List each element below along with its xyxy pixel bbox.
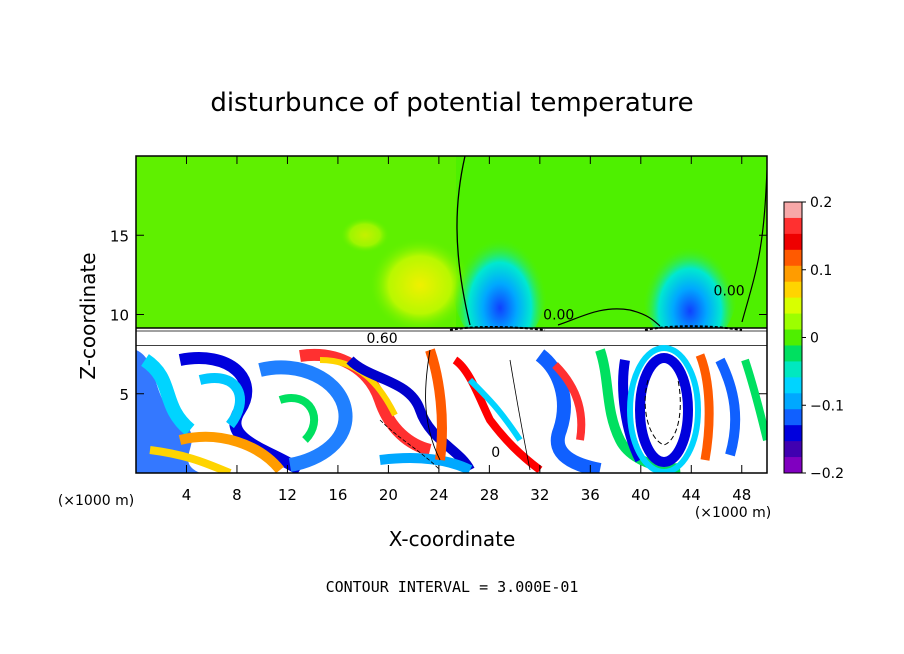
x-tick-label: 16: [328, 486, 347, 504]
colorbar-swatch: [784, 233, 802, 251]
x-tick-label: 36: [581, 486, 600, 504]
colorbar-tick-label: −0.2: [810, 466, 844, 482]
colorbar-swatch: [784, 393, 802, 410]
contour-label: 0.00: [714, 283, 745, 299]
colorbar-swatch: [784, 281, 802, 299]
x-axis-label: X-coordinate: [389, 527, 516, 551]
chart-title: disturbunce of potential temperature: [210, 88, 693, 118]
colorbar: [784, 202, 802, 474]
x-tick-marks: [185, 156, 743, 473]
y-axis-label: Z-coordinate: [76, 252, 100, 379]
interface-band: [136, 328, 767, 346]
y-tick-label: 15: [110, 227, 129, 245]
colorbar-swatch: [784, 265, 802, 283]
colorbar-tick-label: −0.1: [810, 398, 844, 414]
contour-interval: CONTOUR INTERVAL = 3.000E-01: [326, 578, 579, 596]
x-tick-label: 44: [682, 486, 701, 504]
cold-eddy: [635, 353, 693, 467]
zero-contour-upper: [456, 156, 471, 326]
x-tick-label: 20: [379, 486, 398, 504]
colorbar-swatch: [784, 425, 802, 442]
contour-labels: 0.60 0.00 0.00 0: [367, 283, 745, 461]
colorbar-swatch: [784, 409, 802, 426]
contour-label: 0.60: [367, 331, 398, 347]
contour-label: 0.00: [543, 307, 574, 323]
y-tick-label: 5: [119, 386, 129, 404]
colorbar-swatch: [784, 249, 802, 267]
contour-label: 0: [491, 445, 500, 461]
colorbar-swatch: [784, 297, 802, 315]
x-tick-label: 12: [278, 486, 297, 504]
x-unit-right: (×1000 m): [695, 505, 771, 521]
colorbar-swatch: [784, 361, 802, 378]
colorbar-swatch: [784, 377, 802, 394]
x-tick-label: 24: [429, 486, 448, 504]
colorbar-tick-label: 0: [810, 331, 819, 347]
colorbar-swatch: [784, 313, 802, 331]
x-tick-label: 48: [732, 486, 751, 504]
x-tick-label: 8: [232, 486, 242, 504]
x-tick-label: 28: [480, 486, 499, 504]
y-tick-labels: 5 10 15: [110, 227, 129, 404]
colorbar-swatch: [784, 441, 802, 458]
colorbar-swatch: [784, 457, 802, 474]
warm-anomaly: [368, 237, 472, 333]
colorbar-swatch: [784, 217, 802, 235]
x-tick-label: 4: [182, 486, 192, 504]
x-tick-label: 40: [631, 486, 650, 504]
colorbar-tick-label: 0.2: [810, 195, 832, 211]
plot-area: [136, 156, 767, 473]
x-tick-labels: 4 8 12 16 20 24 28 32 36 40 44 48: [182, 486, 752, 504]
colorbar-tick-label: 0.1: [810, 263, 832, 279]
colorbar-swatch: [784, 345, 802, 362]
colorbar-swatch: [784, 329, 802, 346]
cold-plume-left: [452, 210, 548, 350]
cold-plume-right: [642, 220, 738, 350]
y-tick-label: 10: [110, 307, 129, 325]
colorbar-ticks: 0.2 0.1 0 −0.1 −0.2: [802, 195, 844, 482]
colorbar-swatch: [784, 202, 802, 219]
x-tick-label: 32: [530, 486, 549, 504]
y-tick-marks: [136, 234, 767, 395]
x-unit-left: (×1000 m): [58, 493, 134, 509]
